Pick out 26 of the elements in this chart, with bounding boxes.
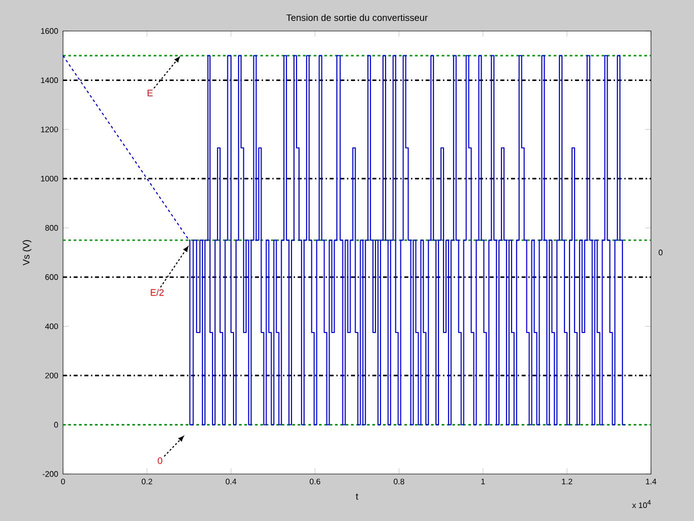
y-tick-label: 1200 — [41, 126, 58, 132]
y-tick-label: 1600 — [41, 28, 58, 34]
y-tick-label: -200 — [42, 471, 58, 477]
x-tick-label: 0.4 — [226, 478, 236, 484]
x-tick-label: 0 — [61, 478, 65, 484]
annotation: E — [148, 90, 153, 96]
x-tick-label: 0.8 — [394, 478, 404, 484]
chart-title: Tension de sortie du convertisseur — [286, 14, 428, 21]
x-tick-label: 0.6 — [310, 478, 320, 484]
y-axis-title: Vs (V) — [22, 240, 32, 266]
x-tick-label: 1.4 — [646, 478, 656, 484]
x-tick-label: 1 — [481, 478, 485, 484]
annotation: 0 — [158, 457, 162, 464]
annotation: E/2 — [150, 288, 164, 296]
x-tick-label: 0.2 — [142, 478, 152, 484]
y-tick-label: 1000 — [41, 176, 58, 182]
text: x 10$^{4}$ — [632, 500, 651, 508]
y-tick-label: 800 — [45, 225, 58, 231]
y-tick-label: 1400 — [41, 77, 58, 84]
x-tick-label: 1.2 — [562, 478, 572, 484]
x-axis-title: t — [356, 494, 358, 500]
y-tick-label: 200 — [45, 372, 58, 378]
y-tick-label: 0 — [54, 422, 58, 428]
y-tick-label: 600 — [45, 274, 58, 280]
text: 0 — [658, 250, 663, 256]
y-tick-label: 400 — [45, 323, 58, 330]
